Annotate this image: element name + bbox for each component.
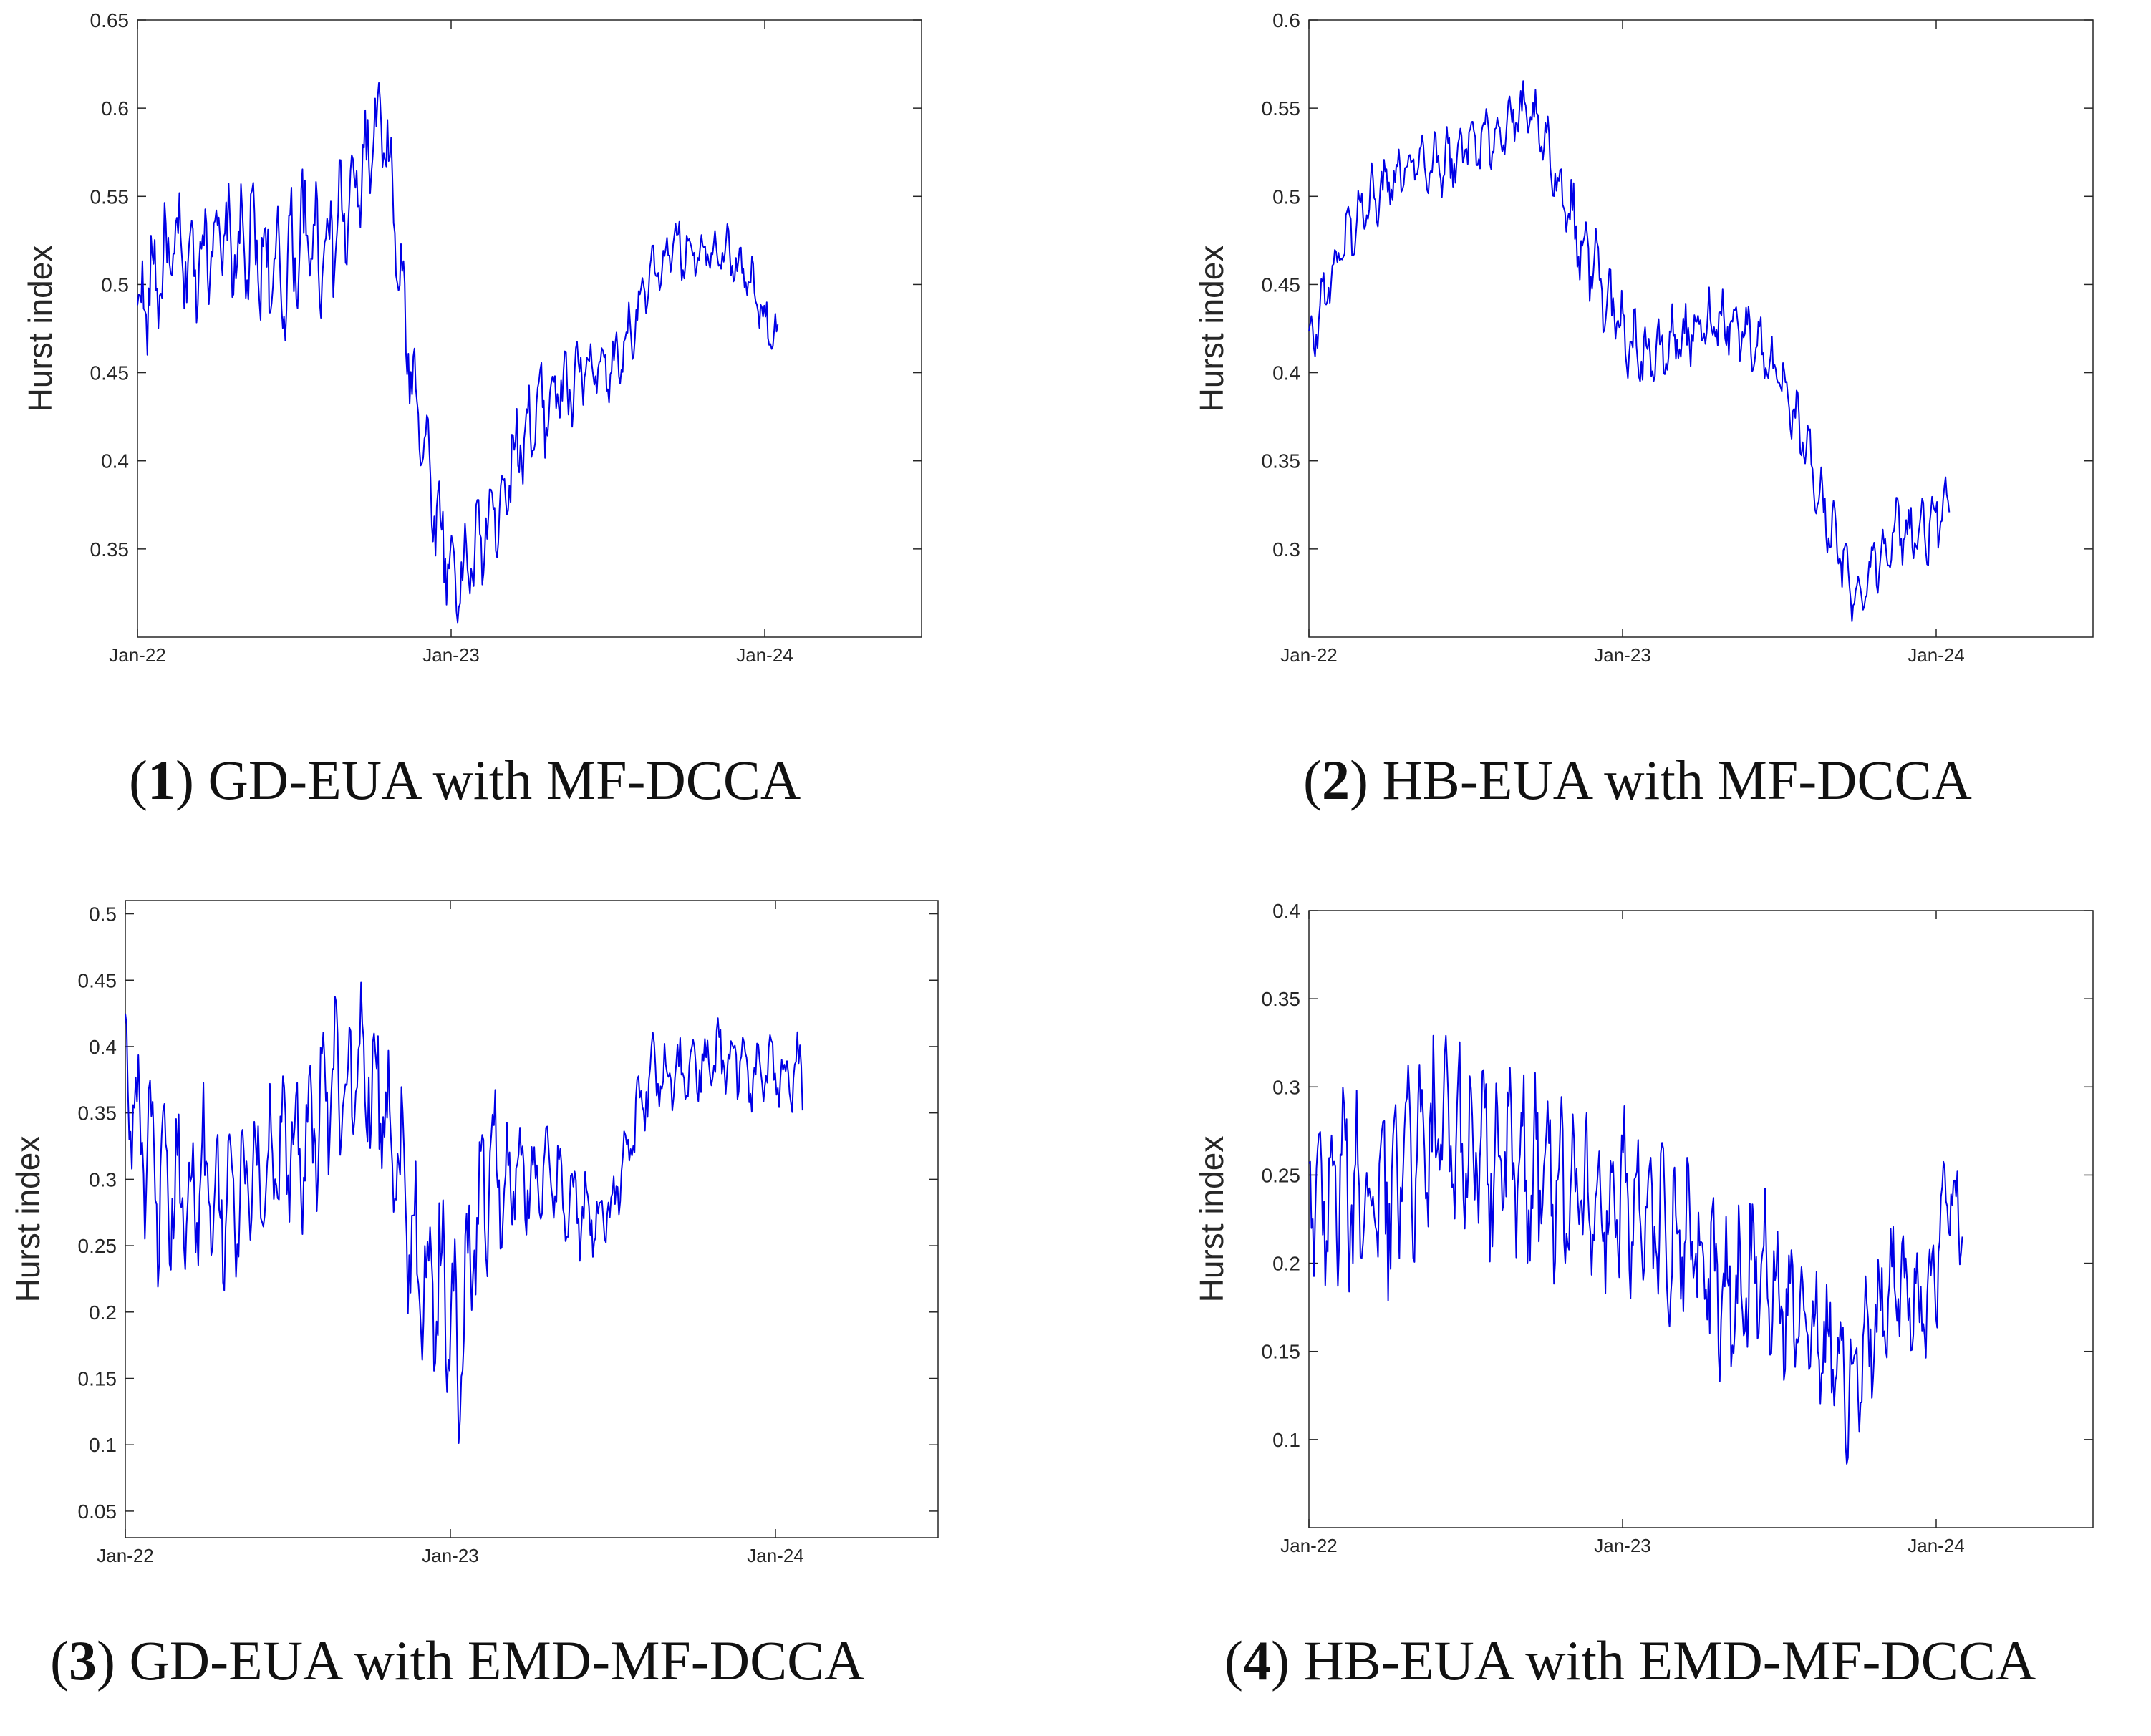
y-tick-label: 0.45 [78, 969, 117, 991]
y-tick-label: 0.6 [1272, 9, 1300, 31]
x-tick-label: Jan-24 [747, 1545, 804, 1566]
caption-3: (3) GD-EUA with EMD-MF-DCCA [50, 1629, 865, 1692]
series-line-hurst-index [137, 82, 779, 624]
y-tick-label: 0.25 [1262, 1164, 1301, 1186]
y-tick-label: 0.25 [78, 1235, 117, 1257]
y-tick-label: 0.35 [1262, 988, 1301, 1010]
x-tick-label: Jan-23 [1594, 1535, 1651, 1556]
series-line-hurst-index [1308, 1034, 1963, 1465]
x-tick-label: Jan-22 [1280, 644, 1338, 666]
x-tick-label: Jan-22 [97, 1545, 154, 1566]
x-tick-label: Jan-24 [1908, 1535, 1965, 1556]
y-tick-label: 0.55 [1262, 97, 1301, 120]
x-tick-label: Jan-24 [736, 644, 793, 666]
y-tick-label: 0.1 [89, 1434, 117, 1456]
y-tick-label: 0.05 [78, 1500, 117, 1523]
y-tick-label: 0.3 [1272, 1076, 1300, 1098]
plot-area-frame [1308, 910, 2094, 1528]
y-tick-label: 0.5 [89, 903, 117, 926]
y-tick-label: 0.15 [78, 1368, 117, 1390]
series-line-hurst-index [1308, 80, 1951, 622]
chart-p4: 0.1 0.15 0.2 0.25 0.3 0.35 0.4 Jan-22 Jan-23 Jan-… [1193, 900, 2094, 1556]
y-tick-label: 0.4 [1272, 900, 1300, 922]
y-tick-label: 0.3 [1272, 538, 1300, 561]
caption-1: (1) GD-EUA with MF-DCCA [129, 749, 801, 811]
caption-2: (2) HB-EUA with MF-DCCA [1303, 749, 1972, 811]
y-axis-label: Hurst index [1193, 246, 1230, 412]
caption-4: (4) HB-EUA with EMD-MF-DCCA [1224, 1629, 2036, 1692]
y-tick-label: 0.35 [1262, 450, 1301, 472]
y-tick-label: 0.35 [78, 1102, 117, 1125]
y-axis-label: Hurst index [9, 1136, 47, 1303]
plot-area-frame [137, 19, 922, 638]
x-tick-label: Jan-23 [422, 1545, 479, 1566]
x-tick-label: Jan-24 [1908, 644, 1965, 666]
x-tick-label: Jan-22 [1280, 1535, 1338, 1556]
chart-p3: 0.05 0.1 0.15 0.2 0.25 0.3 0.35 0.4 0.45 0.5 Jan-2… [9, 900, 939, 1566]
y-tick-label: 0.4 [1272, 362, 1300, 384]
y-tick-label: 0.4 [101, 450, 129, 472]
y-tick-label: 0.2 [1272, 1253, 1300, 1275]
y-axis-label: Hurst index [1193, 1136, 1230, 1303]
y-tick-label: 0.6 [101, 97, 129, 120]
x-tick-label: Jan-22 [109, 644, 166, 666]
plot-area-frame [125, 900, 939, 1538]
y-tick-label: 0.55 [90, 185, 130, 208]
y-tick-label: 0.35 [90, 538, 130, 561]
x-tick-label: Jan-23 [422, 644, 480, 666]
y-tick-label: 0.65 [90, 9, 130, 31]
y-tick-label: 0.15 [1262, 1341, 1301, 1363]
y-tick-label: 0.5 [1272, 185, 1300, 208]
y-tick-label: 0.2 [89, 1301, 117, 1324]
x-tick-label: Jan-23 [1594, 644, 1651, 666]
y-tick-label: 0.5 [101, 273, 129, 296]
y-tick-label: 0.3 [89, 1168, 117, 1191]
y-axis-label: Hurst index [21, 246, 59, 412]
y-tick-label: 0.4 [89, 1036, 117, 1058]
series-line-hurst-index [125, 981, 803, 1444]
chart-p1: 0.35 0.4 0.45 0.5 0.55 0.6 0.65 Jan-22 Jan-23 Jan… [21, 9, 922, 666]
y-tick-label: 0.45 [90, 362, 130, 384]
chart-p2: 0.3 0.35 0.4 0.45 0.5 0.55 0.6 Jan-22 Jan-23 Jan-… [1193, 9, 2094, 666]
y-tick-label: 0.1 [1272, 1429, 1300, 1451]
y-tick-label: 0.45 [1262, 273, 1301, 296]
